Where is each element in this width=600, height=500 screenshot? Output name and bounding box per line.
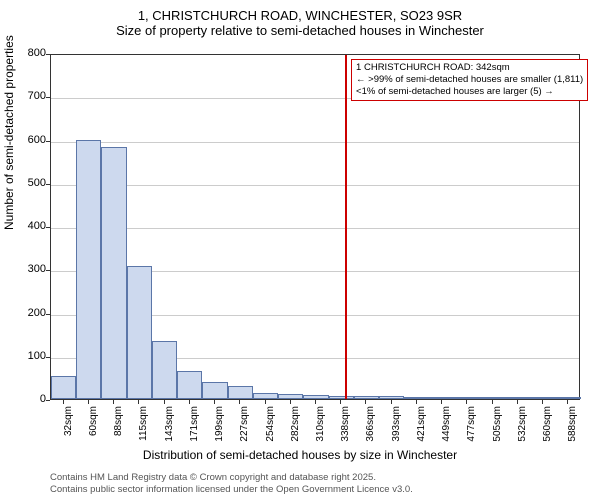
callout-line2: ← >99% of semi-detached houses are small… [356,74,583,86]
y-tick-label: 300 [6,263,46,275]
x-tick-mark [542,400,543,404]
histogram-bar [152,341,177,399]
x-tick-mark [63,400,64,404]
histogram-bar [253,393,278,399]
y-tick-label: 800 [6,47,46,59]
y-tick-label: 400 [6,220,46,232]
chart-title-line2: Size of property relative to semi-detach… [0,23,600,38]
marker-line [345,55,347,399]
x-tick-mark [365,400,366,404]
histogram-bar [127,266,152,399]
histogram-bar [329,396,354,399]
callout-line3: <1% of semi-detached houses are larger (… [356,86,583,98]
x-tick-mark [189,400,190,404]
histogram-bar [177,371,202,399]
x-tick-mark [517,400,518,404]
y-tick-label: 700 [6,90,46,102]
x-tick-mark [290,400,291,404]
x-tick-mark [391,400,392,404]
x-tick-mark [113,400,114,404]
gridline [51,228,579,229]
y-tick-label: 500 [6,177,46,189]
histogram-bar [202,382,227,399]
y-tick-mark [46,400,50,401]
title-block: 1, CHRISTCHURCH ROAD, WINCHESTER, SO23 9… [0,0,600,38]
x-tick-mark [214,400,215,404]
x-axis-label: Distribution of semi-detached houses by … [0,448,600,462]
chart-title-line1: 1, CHRISTCHURCH ROAD, WINCHESTER, SO23 9… [0,8,600,23]
x-tick-mark [492,400,493,404]
histogram-bar [505,397,530,399]
chart-container: 1, CHRISTCHURCH ROAD, WINCHESTER, SO23 9… [0,0,600,500]
callout-box: 1 CHRISTCHURCH ROAD: 342sqm ← >99% of se… [351,59,588,101]
histogram-bar [228,386,253,399]
histogram-bar [76,140,101,399]
x-tick-mark [138,400,139,404]
histogram-bar [531,397,556,399]
y-tick-label: 200 [6,307,46,319]
x-tick-mark [239,400,240,404]
x-tick-mark [88,400,89,404]
x-tick-mark [466,400,467,404]
histogram-bar [404,397,429,399]
x-tick-mark [340,400,341,404]
histogram-bar [379,396,404,399]
gridline [51,185,579,186]
x-tick-mark [416,400,417,404]
x-tick-mark [265,400,266,404]
gridline [51,142,579,143]
y-tick-label: 600 [6,134,46,146]
x-tick-mark [441,400,442,404]
histogram-bar [430,397,455,399]
x-tick-mark [315,400,316,404]
attribution: Contains HM Land Registry data © Crown c… [50,472,413,496]
histogram-bar [455,397,480,399]
histogram-bar [556,397,581,399]
attribution-line2: Contains public sector information licen… [50,484,413,496]
histogram-bar [354,396,379,399]
attribution-line1: Contains HM Land Registry data © Crown c… [50,472,413,484]
histogram-bar [303,395,328,399]
histogram-bar [278,394,303,399]
y-tick-label: 100 [6,350,46,362]
plot-area: 1 CHRISTCHURCH ROAD: 342sqm ← >99% of se… [50,54,580,400]
histogram-bar [101,147,126,399]
x-tick-mark [567,400,568,404]
y-tick-label: 0 [6,393,46,405]
histogram-bar [480,397,505,399]
callout-line1: 1 CHRISTCHURCH ROAD: 342sqm [356,62,583,74]
histogram-bar [51,376,76,399]
x-tick-mark [164,400,165,404]
